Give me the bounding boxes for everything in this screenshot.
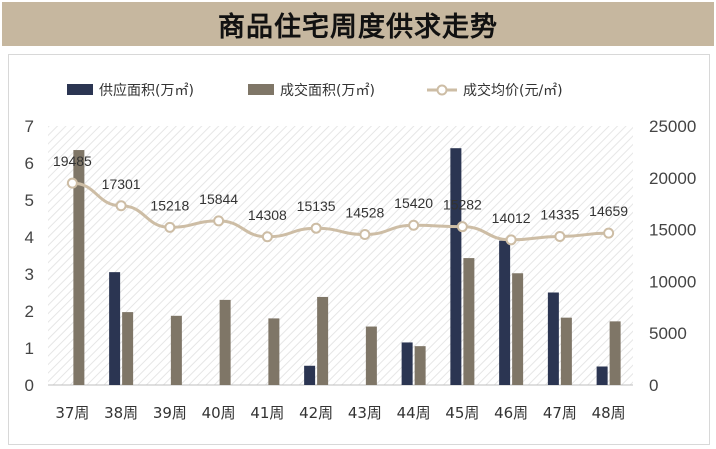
legend-swatch-supply [67, 84, 93, 95]
deal-bar [170, 315, 182, 385]
y-right-tick-label: 20000 [649, 169, 696, 188]
supply-bar [109, 272, 121, 385]
price-data-label: 14308 [248, 207, 287, 223]
price-data-label: 15135 [297, 198, 336, 214]
deal-bar [512, 273, 524, 385]
y-left-tick-label: 5 [25, 191, 34, 210]
price-point [213, 215, 225, 227]
price-point [359, 228, 371, 240]
price-point [164, 221, 176, 233]
x-tick-label: 44周 [397, 404, 431, 422]
legend-label-deal: 成交面积(万㎡) [280, 82, 375, 99]
price-data-label: 14335 [540, 206, 579, 222]
legend-label-price: 成交均价(元/㎡) [463, 82, 563, 99]
x-tick-label: 38周 [104, 404, 138, 422]
price-point [115, 200, 127, 212]
x-tick-label: 47周 [543, 404, 577, 422]
deal-bar [414, 346, 426, 385]
y-right-tick-label: 10000 [649, 272, 696, 291]
deal-bar [365, 326, 377, 385]
x-tick-label: 37周 [55, 404, 89, 422]
x-tick-label: 39周 [153, 404, 187, 422]
supply-bar [547, 292, 559, 385]
y-right-tick-label: 25000 [649, 117, 696, 136]
title-bar: 商品住宅周度供求走势 [2, 2, 714, 46]
y-left-tick-label: 7 [25, 117, 34, 136]
x-tick-label: 42周 [299, 404, 333, 422]
price-point [603, 227, 615, 239]
x-tick-label: 48周 [592, 404, 626, 422]
supply-bar [304, 365, 316, 385]
plot-area-background [48, 126, 633, 385]
price-point [66, 177, 78, 189]
y-left-tick-label: 3 [25, 265, 34, 284]
y-right-tick-label: 0 [649, 376, 658, 395]
y-left-tick-label: 1 [25, 339, 34, 358]
supply-bar [450, 148, 462, 385]
legend-marker-price [436, 84, 448, 96]
deal-bar [317, 296, 329, 385]
x-tick-label: 41周 [250, 404, 284, 422]
y-left-tick-label: 2 [25, 302, 34, 321]
legend-label-supply: 供应面积(万㎡) [99, 82, 194, 99]
deal-bar [73, 150, 85, 385]
price-point [261, 231, 273, 243]
y-right-tick-label: 5000 [649, 324, 687, 343]
price-data-label: 15420 [394, 195, 433, 211]
deal-bar [219, 299, 231, 385]
supply-bar [596, 366, 608, 385]
price-data-label: 14528 [345, 204, 384, 220]
supply-bar [499, 240, 511, 385]
y-left-tick-label: 0 [25, 376, 34, 395]
price-data-label: 15218 [150, 197, 189, 213]
price-data-label: 15844 [199, 191, 238, 207]
price-point [505, 234, 517, 246]
deal-bar [463, 258, 475, 385]
price-point [554, 230, 566, 242]
price-data-label: 14012 [492, 210, 531, 226]
price-point [408, 219, 420, 231]
supply-bar [401, 342, 413, 385]
price-data-label: 15282 [443, 197, 482, 213]
price-data-label: 19485 [53, 153, 92, 169]
price-point [456, 221, 468, 233]
legend-swatch-deal [248, 84, 274, 95]
y-left-tick-label: 4 [25, 228, 34, 247]
price-data-label: 17301 [102, 176, 141, 192]
price-data-label: 14659 [589, 203, 628, 219]
x-tick-label: 40周 [202, 404, 236, 422]
deal-bar [560, 317, 572, 385]
chart-title: 商品住宅周度供求走势 [218, 11, 498, 43]
chart-svg: 0 1 2 3 4 5 6 7 0 5000 10000 15000 20000 25000 37周 38周 3… [25, 82, 697, 422]
x-tick-label: 43周 [348, 404, 382, 422]
x-tick-label: 46周 [494, 404, 528, 422]
deal-bar [609, 321, 621, 385]
x-tick-label: 45周 [445, 404, 479, 422]
deal-bar [122, 312, 134, 385]
plot-panel: 0 1 2 3 4 5 6 7 0 5000 10000 15000 20000 25000 37周 38周 3… [8, 54, 710, 445]
y-left-tick-label: 6 [25, 154, 34, 173]
y-right-tick-label: 15000 [649, 221, 696, 240]
price-point [310, 222, 322, 234]
deal-bar [268, 318, 280, 385]
